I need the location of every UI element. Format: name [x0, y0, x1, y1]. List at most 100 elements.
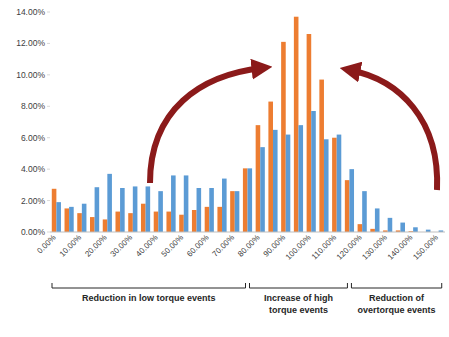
bar: [103, 219, 108, 232]
bar: [243, 168, 248, 232]
page: {"chart_data": { "type": "bar", "categor…: [0, 0, 449, 337]
bar: [294, 17, 299, 232]
bar: [171, 175, 176, 232]
bar: [235, 191, 240, 232]
bar: [375, 208, 380, 232]
bar: [222, 179, 227, 232]
bar: [82, 204, 87, 232]
y-tick: [47, 137, 50, 138]
x-tick-label: 50.00%: [160, 233, 186, 259]
y-tick: [47, 169, 50, 170]
bar: [158, 191, 163, 232]
bar: [166, 212, 171, 232]
y-tick: [47, 74, 50, 75]
x-tick-label: 150.00%: [411, 233, 440, 262]
bar: [154, 212, 159, 232]
arrow: [350, 70, 437, 190]
bar: [388, 218, 393, 232]
bar: [95, 187, 100, 232]
y-tick: [47, 12, 50, 13]
bar: [133, 186, 138, 232]
bar: [120, 188, 125, 232]
annotation-line: torque events: [269, 305, 328, 315]
bar: [319, 80, 324, 232]
bar: [90, 217, 95, 232]
bar: [311, 111, 316, 232]
bar: [77, 213, 82, 232]
x-tick-label: 80.00%: [236, 233, 262, 259]
y-tick-label: 6.00%: [21, 133, 46, 143]
chart: 0.00% 2.00% 4.00% 6.00% 8.00% 10.00% 12.00% 14.…: [0, 0, 449, 337]
y-tick-label: 4.00%: [21, 164, 46, 174]
bar: [273, 130, 278, 232]
bar: [400, 223, 405, 232]
y-tick-label: 8.00%: [21, 101, 46, 111]
annotation-line: Reduction of: [369, 293, 425, 303]
x-tick-label: 110.00%: [310, 233, 338, 261]
annotation-line: overtorque events: [358, 305, 436, 315]
bar: [248, 168, 253, 232]
x-tick-label: 120.00%: [335, 233, 364, 262]
bracket: [250, 283, 348, 288]
bar: [209, 188, 214, 232]
bar: [69, 207, 74, 232]
bar: [324, 139, 329, 232]
bar: [65, 208, 70, 232]
bar: [115, 212, 120, 232]
x-tick-label: 70.00%: [211, 233, 237, 259]
bar: [197, 188, 202, 232]
bar: [349, 169, 354, 232]
bar: [362, 191, 367, 232]
y-tick-label: 2.00%: [21, 196, 46, 206]
x-tick-label: 10.00%: [58, 233, 84, 259]
y-tick: [47, 106, 50, 107]
annotation: Increase of high torque events: [264, 293, 333, 315]
bar: [337, 135, 342, 232]
y-axis: 0.00% 2.00% 4.00% 6.00% 8.00% 10.00% 12.00% 14.…: [16, 7, 50, 237]
annotation: Reduction in low torque events: [82, 293, 216, 303]
bar: [184, 175, 189, 232]
y-tick-label: 12.00%: [16, 38, 45, 48]
bar: [217, 207, 222, 232]
x-tick-label: 100.00%: [284, 233, 313, 262]
x-tick-label: 130.00%: [360, 233, 389, 262]
x-tick-label: 0.00%: [35, 233, 57, 255]
bar: [281, 42, 286, 232]
x-axis: 0.00%10.00%20.00%30.00%40.00%50.00%60.00…: [35, 232, 445, 262]
bar: [307, 34, 312, 232]
x-tick-label: 60.00%: [185, 233, 211, 259]
x-axis-line: [50, 232, 445, 233]
bar: [256, 125, 261, 232]
bar: [205, 207, 210, 232]
bracket: [351, 283, 441, 288]
bar: [192, 210, 197, 232]
bar: [56, 202, 61, 232]
bar: [179, 215, 184, 232]
x-tick-label: 40.00%: [134, 233, 160, 259]
arrow: [150, 68, 262, 183]
x-tick-label: 140.00%: [386, 233, 415, 262]
bar: [141, 204, 146, 232]
bar: [268, 102, 273, 232]
y-tick-label: 0.00%: [21, 227, 46, 237]
x-tick-label: 20.00%: [83, 233, 109, 259]
bar: [52, 189, 57, 232]
bar: [332, 138, 337, 232]
y-tick-label: 14.00%: [16, 7, 45, 17]
x-tick-label: 30.00%: [109, 233, 135, 259]
y-tick: [47, 232, 50, 233]
y-tick-label: 10.00%: [16, 70, 45, 80]
y-tick: [47, 43, 50, 44]
bar: [260, 147, 265, 232]
annotation-line: Increase of high: [264, 293, 333, 303]
bar: [286, 135, 291, 232]
bar: [107, 174, 112, 232]
y-tick: [47, 200, 50, 201]
bar: [146, 186, 151, 232]
annotations: Reduction in low torque events Increase o…: [52, 283, 442, 315]
bar: [298, 125, 303, 232]
bar: [358, 224, 363, 232]
bar: [128, 213, 133, 232]
bracket: [52, 283, 246, 288]
bar: [413, 227, 418, 232]
